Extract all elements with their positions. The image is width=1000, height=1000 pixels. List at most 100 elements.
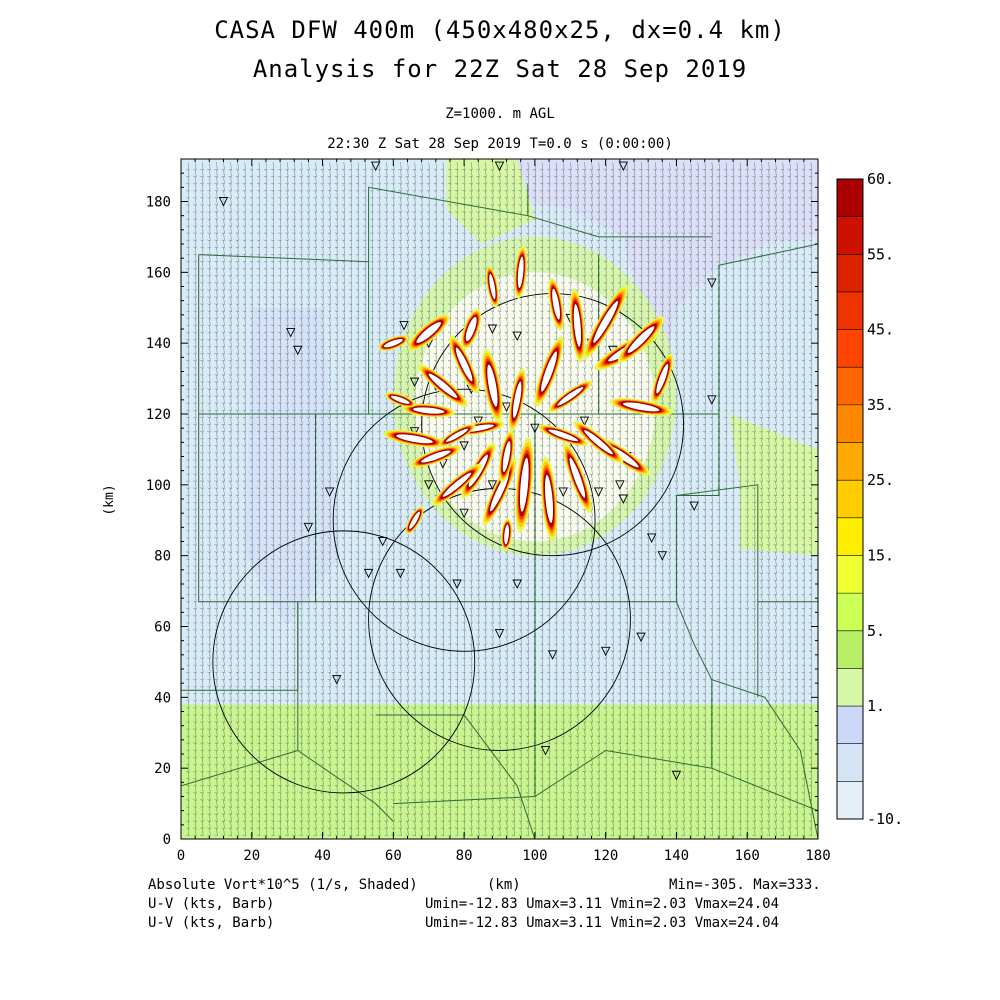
county-line <box>676 484 818 603</box>
y-tick-label: 40 <box>154 690 171 706</box>
radar-site <box>409 377 420 388</box>
radar-site <box>540 746 551 756</box>
radar-site <box>657 551 668 561</box>
radar-site <box>501 402 512 412</box>
colorbar-swatch <box>837 517 863 556</box>
vorticity-contour <box>583 429 614 456</box>
colorbar-label: 55. <box>867 245 894 263</box>
county-line <box>718 243 818 414</box>
colorbar: 60. 55. 45. 35. 25. 15. 5. 1. -10. <box>836 170 903 828</box>
vorticity-cell <box>583 284 628 359</box>
radar-site <box>452 579 462 590</box>
vorticity-contour <box>540 350 558 393</box>
radar-site <box>689 501 699 512</box>
vorticity-cell <box>418 364 468 407</box>
radar-site <box>399 321 409 331</box>
vorticity-cell <box>569 288 586 363</box>
radar-site <box>600 646 611 657</box>
radar-site <box>646 533 657 543</box>
colorbar-swatch <box>837 179 863 218</box>
radar-site <box>363 568 374 579</box>
footer-minmax: Min=-305. Max=333. <box>669 877 821 893</box>
vorticity-cell <box>407 314 450 351</box>
y-tick-label: 20 <box>154 761 171 777</box>
vorticity-contour <box>382 338 404 349</box>
y-axis: 0 20 40 60 80 100 120 140 160 180 <box>146 158 818 848</box>
vorticity-contour <box>395 433 434 445</box>
vorticity-contour <box>486 363 499 408</box>
radar-ring <box>332 388 596 652</box>
vorticity-cell <box>410 445 461 468</box>
colorbar-swatch <box>837 480 863 519</box>
x-tick-label: 180 <box>805 848 830 864</box>
vorticity-contour <box>551 287 561 321</box>
x-tick-label: 20 <box>243 848 260 864</box>
radar-site <box>530 423 540 434</box>
chart-title: CASA DFW 400m (450x480x25, dx=0.4 km) <box>214 16 786 44</box>
colorbar-label: 60. <box>867 170 894 188</box>
radar-site <box>218 197 229 207</box>
chart-subtitle: Analysis for 22Z Sat 28 Sep 2019 <box>252 55 748 83</box>
vorticity-cell <box>609 398 673 416</box>
footer-barb-1-stats: Umin=-12.83 Umax=3.11 Vmin=2.03 Vmax=24.… <box>425 896 780 912</box>
colorbar-label: -10. <box>867 810 903 828</box>
vorticity-contour <box>444 427 470 443</box>
colorbar-swatch <box>837 630 863 669</box>
vorticity-contour <box>408 510 421 531</box>
colorbar-swatch <box>837 367 863 406</box>
x-tick-label: 140 <box>664 848 689 864</box>
colorbar-swatch <box>837 555 863 594</box>
y-tick-label: 80 <box>154 549 171 565</box>
colorbar-swatch <box>837 442 863 481</box>
colorbar-swatch <box>837 781 863 820</box>
vorticity-contour <box>547 428 580 443</box>
x-tick-label: 0 <box>177 848 185 864</box>
vorticity-cell <box>540 456 558 542</box>
radar-site <box>671 770 682 781</box>
radar-site <box>395 568 406 579</box>
vorticity-contour <box>626 325 656 354</box>
x-tick-label: 80 <box>456 848 473 864</box>
vorticity-contour <box>511 380 523 420</box>
vorticity-contour <box>556 386 585 407</box>
vorticity-contour <box>518 456 530 513</box>
radar-site <box>494 629 505 639</box>
vorticity-contour <box>488 272 497 301</box>
vorticity-cell <box>514 245 527 299</box>
vorticity-cell <box>405 506 424 535</box>
vorticity-contour <box>516 255 525 290</box>
radar-site <box>370 161 381 172</box>
valid-time-label: 22:30 Z Sat 28 Sep 2019 T=0.0 s (0:00:00… <box>327 136 673 152</box>
radar-ring <box>212 530 476 794</box>
y-tick-label: 160 <box>146 265 171 281</box>
radar-site <box>487 480 498 490</box>
vorticity-cell <box>548 278 564 331</box>
radar-site <box>615 480 625 490</box>
radar-site <box>512 331 522 342</box>
vorticity-contour <box>592 299 620 344</box>
vorticity-cell <box>438 423 476 447</box>
vorticity-cell <box>402 403 456 418</box>
county-line <box>198 183 529 263</box>
radar-site <box>303 522 314 533</box>
county-line <box>675 601 818 839</box>
vorticity-cell <box>432 463 482 506</box>
vorticity-contour <box>464 315 478 343</box>
x-tick-label: 100 <box>522 848 547 864</box>
colorbar-swatch <box>837 291 863 330</box>
field-patch <box>446 159 535 244</box>
vorticity-contour <box>543 473 555 525</box>
vorticity-cell <box>461 308 482 350</box>
colorbar-swatch <box>837 593 863 632</box>
radar-site <box>636 632 646 643</box>
vorticity-cell <box>651 353 674 404</box>
colorbar-label: 15. <box>867 546 894 564</box>
radar-site <box>547 650 558 660</box>
radar-site <box>558 487 568 497</box>
vorticity-contour <box>411 406 446 415</box>
radar-site <box>324 487 335 497</box>
footer-barb-2-stats: Umin=-12.83 Umax=3.11 Vmin=2.03 Vmax=24.… <box>425 915 780 931</box>
county-line <box>534 601 818 812</box>
vorticity-contour <box>503 523 511 546</box>
county-line <box>198 254 370 415</box>
